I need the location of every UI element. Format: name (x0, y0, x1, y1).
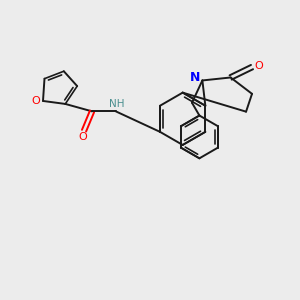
Text: O: O (79, 132, 88, 142)
Text: O: O (31, 96, 40, 106)
Text: O: O (254, 61, 263, 70)
Text: NH: NH (109, 99, 124, 109)
Text: N: N (190, 71, 200, 84)
